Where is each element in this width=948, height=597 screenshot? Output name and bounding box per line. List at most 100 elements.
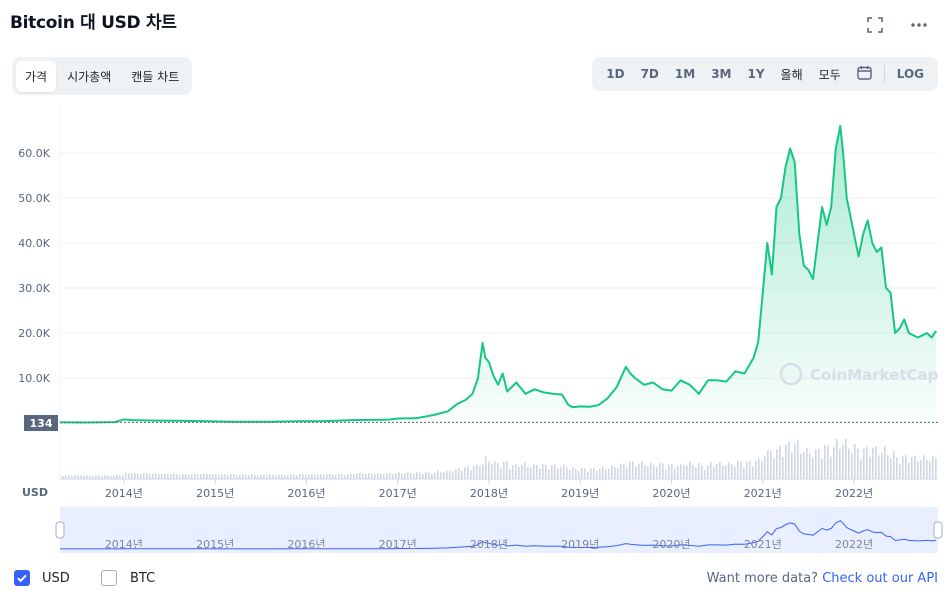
volume-bar xyxy=(413,473,415,479)
volume-bar xyxy=(290,474,292,479)
volume-bar xyxy=(788,441,790,479)
volume-bar xyxy=(602,467,604,479)
volume-bar xyxy=(512,465,514,479)
volume-bar xyxy=(395,473,397,479)
volume-bar xyxy=(701,465,703,479)
volume-bar xyxy=(350,473,352,479)
price-area xyxy=(60,126,937,423)
volume-bar xyxy=(869,456,871,479)
volume-bar xyxy=(92,475,94,479)
volume-bar xyxy=(344,475,346,479)
volume-bar xyxy=(608,468,610,479)
volume-bar xyxy=(110,475,112,479)
volume-bar xyxy=(902,455,904,479)
navigator-x-tick-label: 2015년 xyxy=(196,538,234,551)
navigator-handle-left[interactable] xyxy=(55,521,65,539)
volume-bar xyxy=(299,474,301,479)
volume-bar xyxy=(671,463,673,479)
chart-type-tabs: 가격 시가총액 캔들 차트 xyxy=(12,57,193,95)
volume-bar xyxy=(311,474,313,479)
volume-bar xyxy=(302,474,304,479)
volume-bar xyxy=(449,470,451,479)
volume-bar xyxy=(230,474,232,479)
x-tick-label: 2015년 xyxy=(196,487,234,500)
volume-bar xyxy=(200,474,202,479)
navigator-handle-right[interactable] xyxy=(933,521,943,539)
api-link[interactable]: Check out our API xyxy=(822,571,938,586)
volume-bar xyxy=(272,474,274,479)
volume-bar xyxy=(605,469,607,479)
calendar-icon[interactable] xyxy=(849,59,880,89)
volume-bar xyxy=(212,473,214,479)
volume-bar xyxy=(710,462,712,479)
usd-checkbox[interactable] xyxy=(14,570,30,586)
x-tick-label: 2020년 xyxy=(652,487,690,500)
volume-bar xyxy=(257,475,259,479)
volume-bar xyxy=(929,461,931,479)
tab-market-cap[interactable]: 시가총액 xyxy=(67,69,112,84)
volume-bar xyxy=(548,469,550,479)
volume-bar xyxy=(470,470,472,479)
tab-candle-chart[interactable]: 캔들 차트 xyxy=(131,69,180,84)
volume-bar xyxy=(683,465,685,479)
volume-bar xyxy=(518,466,520,479)
volume-bar xyxy=(917,461,919,479)
volume-bar xyxy=(698,463,700,479)
volume-bar xyxy=(773,457,775,479)
more-icon[interactable] xyxy=(908,14,930,36)
volume-bar xyxy=(317,474,319,479)
x-tick-label: 2021년 xyxy=(744,487,782,500)
volume-bar xyxy=(506,461,508,479)
volume-bar xyxy=(182,473,184,479)
range-1d[interactable]: 1D xyxy=(606,67,625,81)
volume-bar xyxy=(794,443,796,479)
volume-bar xyxy=(287,475,289,479)
tab-price[interactable]: 가격 xyxy=(16,60,57,92)
volume-bar xyxy=(617,468,619,479)
volume-bar xyxy=(755,460,757,479)
volume-bar xyxy=(116,474,118,479)
volume-bar xyxy=(575,468,577,479)
volume-bar xyxy=(752,466,754,479)
volume-bar xyxy=(248,475,250,479)
volume-bar xyxy=(383,474,385,479)
volume-bar xyxy=(269,474,271,479)
log-toggle[interactable]: LOG xyxy=(896,67,924,81)
volume-bar xyxy=(398,472,400,479)
volume-bar xyxy=(305,475,307,479)
volume-bar xyxy=(758,458,760,479)
volume-bar xyxy=(905,454,907,479)
range-3m[interactable]: 3M xyxy=(711,67,732,81)
volume-bar xyxy=(62,475,64,479)
volume-bar xyxy=(293,474,295,479)
volume-bar xyxy=(404,473,406,479)
volume-bar xyxy=(488,461,490,479)
navigator-x-tick-label: 2022년 xyxy=(835,538,873,551)
range-7d[interactable]: 7D xyxy=(640,67,659,81)
volume-bar xyxy=(419,472,421,479)
fullscreen-icon[interactable] xyxy=(864,14,886,36)
volume-bar xyxy=(215,474,217,479)
volume-bar xyxy=(242,474,244,479)
range-ytd[interactable]: 올해 xyxy=(780,67,803,82)
range-1y[interactable]: 1Y xyxy=(747,67,765,81)
volume-bar xyxy=(113,475,115,479)
navigator-x-tick-label: 2018년 xyxy=(470,538,508,551)
navigator-x-tick-label: 2017년 xyxy=(379,538,417,551)
price-line xyxy=(59,125,938,424)
volume-bar xyxy=(545,464,547,479)
btc-checkbox[interactable] xyxy=(101,570,117,586)
range-all[interactable]: 모두 xyxy=(818,67,841,82)
price-chart[interactable]: CoinMarketCap 10.0K 20.0K 30.0K 40.0K 50.0K 6… xyxy=(0,100,948,505)
volume-bar xyxy=(308,474,310,479)
range-1m[interactable]: 1M xyxy=(674,67,696,81)
volume-bar xyxy=(479,465,481,479)
volume-bar xyxy=(467,466,469,479)
y-tick-label: 50.0K xyxy=(18,192,50,205)
volume-bar xyxy=(146,473,148,479)
volume-bar xyxy=(176,473,178,479)
range-navigator[interactable]: 2014년 2015년 2016년 2017년 2018년 2019년 2020년 2021년… xyxy=(0,505,948,557)
volume-bar xyxy=(572,467,574,479)
volume-bar xyxy=(908,462,910,479)
volume-bar xyxy=(101,475,103,479)
